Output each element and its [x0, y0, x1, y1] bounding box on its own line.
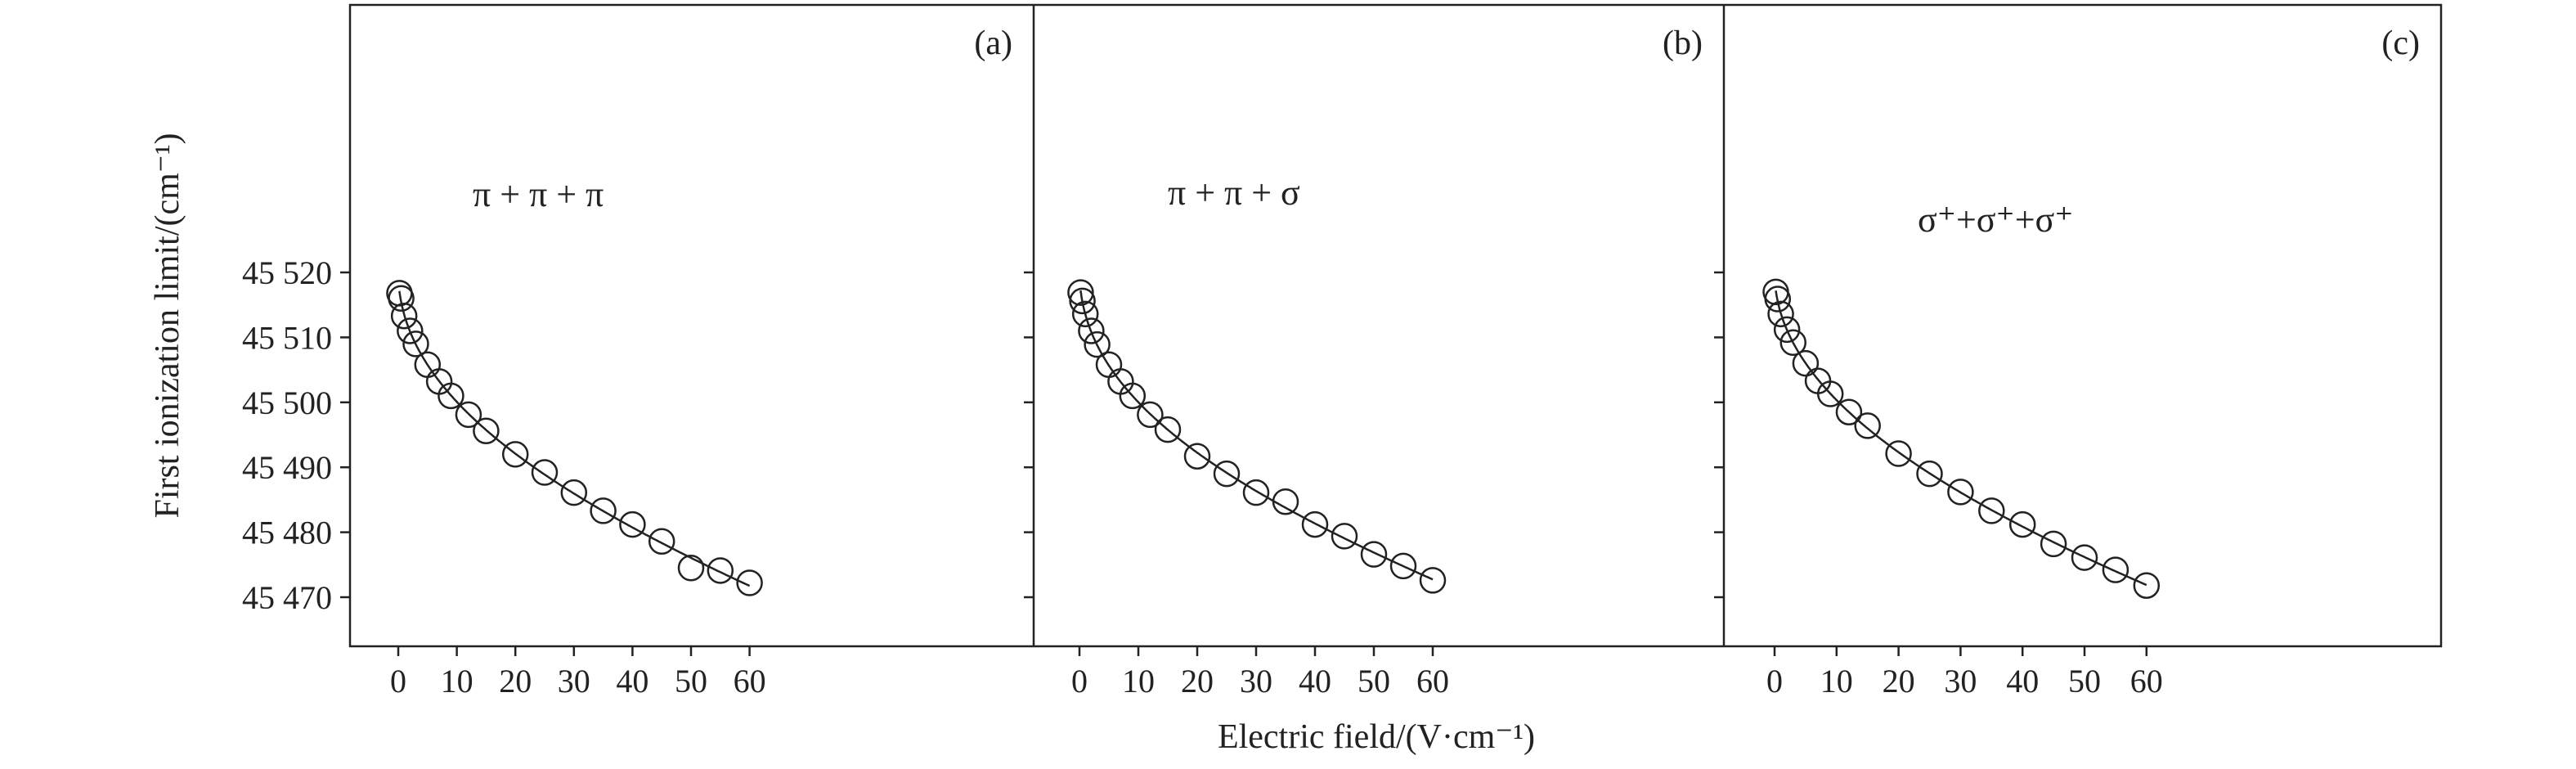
series-annotation: σ⁺+σ⁺+σ⁺ — [1918, 200, 2073, 240]
panel-tag: (a) — [974, 25, 1012, 62]
fit-curve — [398, 290, 751, 587]
y-tick-label: 45 520 — [242, 254, 332, 291]
series-annotation: π + π + σ — [1168, 173, 1300, 213]
data-point — [397, 317, 424, 344]
data-point — [1885, 440, 1912, 467]
data-point — [1272, 488, 1299, 515]
x-axis-title: Electric field/(V·cm⁻¹) — [1218, 718, 1535, 756]
data-point — [2040, 530, 2067, 558]
data-point — [1792, 349, 1820, 377]
data-point — [1767, 300, 1794, 328]
data-point — [2133, 572, 2161, 599]
data-point — [1419, 567, 1447, 594]
data-point — [1764, 286, 1792, 313]
series-annotation: π + π + π — [473, 174, 604, 214]
data-point — [390, 302, 418, 330]
y-tick-label: 45 480 — [242, 515, 332, 551]
data-point — [1213, 460, 1241, 488]
data-point — [2102, 556, 2129, 583]
x-tick-label: 30 — [1944, 663, 1977, 699]
x-tick-label: 10 — [1122, 663, 1155, 699]
data-point — [402, 331, 429, 358]
data-point — [455, 401, 482, 429]
fit-curve — [1079, 290, 1434, 581]
data-point — [1137, 401, 1164, 429]
x-tick-label: 50 — [1358, 663, 1390, 699]
x-tick-label: 60 — [1416, 663, 1449, 699]
x-tick-label: 30 — [558, 663, 590, 699]
data-point — [1779, 329, 1806, 357]
x-tick-label: 20 — [1883, 663, 1915, 699]
x-tick-label: 0 — [1766, 663, 1783, 699]
data-point — [1916, 460, 1943, 488]
data-point — [707, 557, 734, 584]
data-point — [1078, 317, 1105, 344]
data-point — [2071, 544, 2098, 571]
x-tick-label: 40 — [616, 663, 648, 699]
data-point — [648, 528, 675, 555]
data-point — [1854, 412, 1881, 439]
data-point — [531, 459, 559, 486]
data-point — [1331, 523, 1358, 550]
data-point — [1360, 541, 1388, 568]
x-tick-label: 0 — [390, 663, 406, 699]
x-tick-label: 50 — [2068, 663, 2101, 699]
plot-frame — [348, 3, 2443, 648]
data-point — [2008, 510, 2036, 538]
fit-curve — [1775, 290, 2147, 587]
y-axis-title: First ionization limit/(cm⁻¹) — [149, 133, 186, 518]
x-tick-label: 20 — [499, 663, 532, 699]
x-tick-label: 60 — [734, 663, 766, 699]
data-point — [736, 569, 763, 596]
panel-tag: (c) — [2381, 25, 2420, 62]
x-tick-label: 10 — [441, 663, 473, 699]
data-point — [388, 285, 415, 313]
data-point — [1242, 479, 1270, 506]
data-point — [1183, 443, 1211, 470]
data-point — [1067, 279, 1094, 306]
data-point — [473, 417, 500, 444]
data-point — [1389, 552, 1417, 580]
x-tick-label: 40 — [2006, 663, 2039, 699]
data-point — [619, 510, 646, 538]
x-tick-label: 20 — [1181, 663, 1214, 699]
data-point — [1301, 510, 1329, 538]
data-point — [1773, 316, 1801, 344]
x-tick-label: 0 — [1071, 663, 1088, 699]
data-point — [1154, 416, 1182, 443]
y-tick-label: 45 470 — [242, 579, 332, 616]
x-tick-label: 30 — [1240, 663, 1272, 699]
x-tick-label: 60 — [2130, 663, 2163, 699]
data-point — [1835, 398, 1863, 425]
panel-tag: (b) — [1663, 25, 1703, 62]
y-tick-label: 45 500 — [242, 384, 332, 421]
data-point — [1119, 382, 1147, 410]
data-point — [677, 555, 705, 582]
y-tick-label: 45 510 — [242, 319, 332, 356]
data-point — [501, 441, 529, 468]
data-point — [1947, 479, 1974, 506]
data-point — [1071, 300, 1099, 328]
data-point — [1084, 331, 1111, 358]
x-tick-label: 40 — [1299, 663, 1331, 699]
data-point — [1816, 380, 1844, 407]
data-point — [590, 497, 617, 524]
data-point — [560, 479, 588, 506]
data-point — [438, 382, 464, 410]
data-point — [1069, 287, 1096, 315]
x-tick-label: 50 — [675, 663, 707, 699]
y-tick-label: 45 490 — [242, 449, 332, 486]
x-tick-label: 10 — [1820, 663, 1853, 699]
data-point — [1978, 497, 2005, 524]
